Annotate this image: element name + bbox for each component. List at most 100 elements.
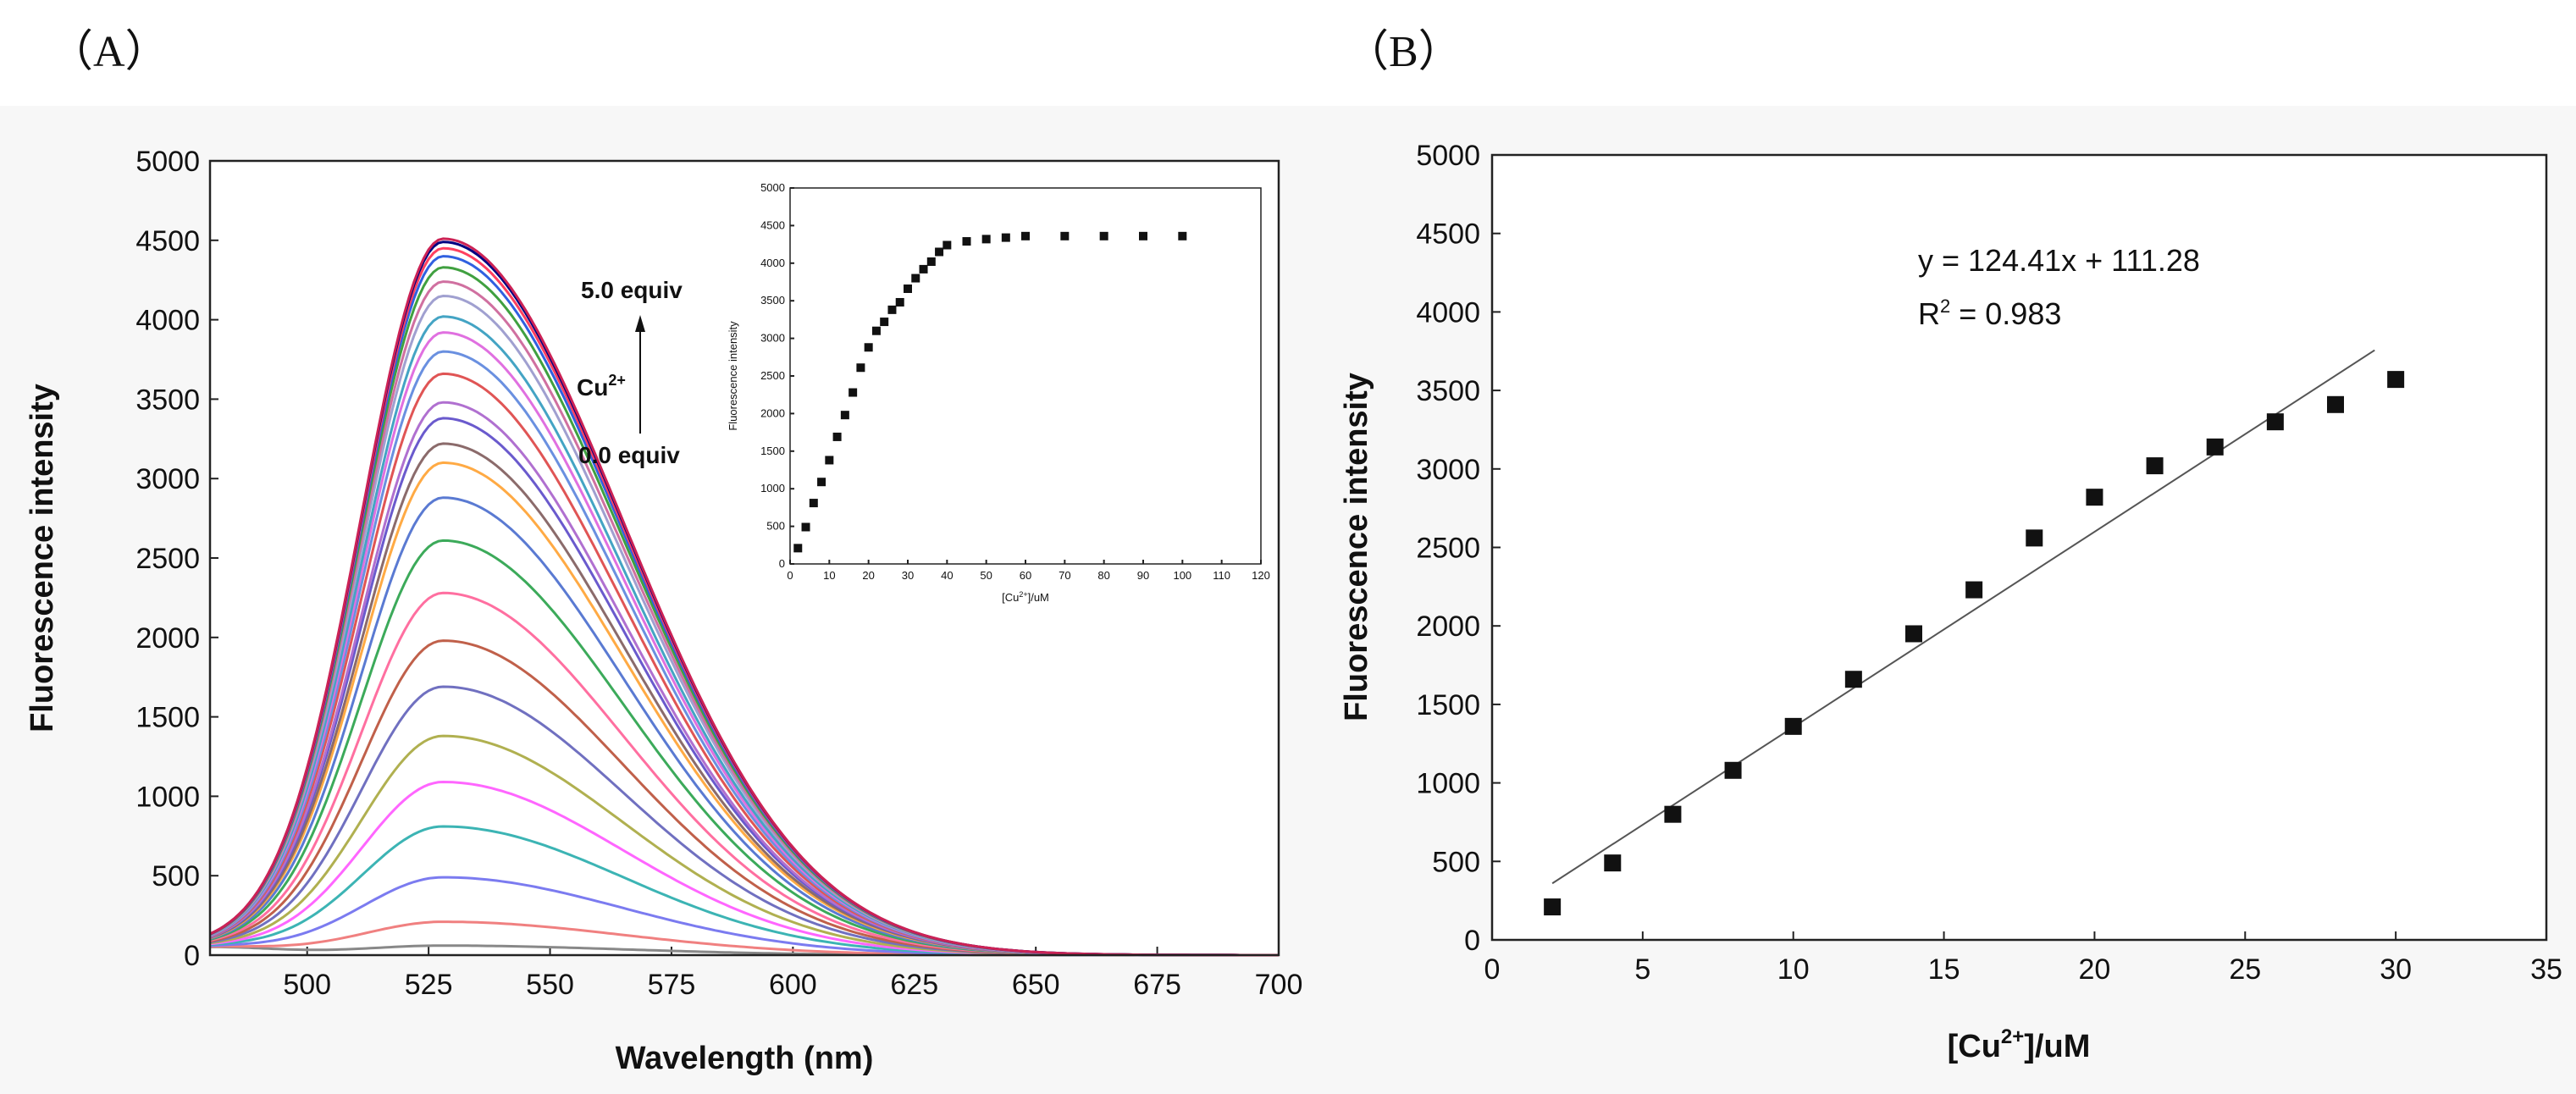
r2-sup: 2 [1940, 296, 1950, 317]
inset-point [849, 388, 858, 397]
chart-b-xtick-label: 35 [2530, 953, 2562, 986]
data-point [2327, 395, 2344, 413]
inset-ylabel: Fluorescence intensity [727, 321, 739, 431]
inset-ytick-label: 1000 [760, 482, 785, 495]
chart-a-xtick-label: 575 [648, 969, 696, 1001]
inset-background [722, 185, 1269, 608]
inset-xlabel-sup: 2+ [1019, 590, 1027, 599]
r2-post: = 0.983 [1950, 296, 2061, 331]
fit-equation: y = 124.41x + 111.28 [1918, 243, 2200, 278]
data-point [1844, 671, 1862, 688]
chart-a-xtick-label: 500 [283, 969, 331, 1001]
inset-ytick-label: 3500 [760, 294, 785, 307]
inset-xtick-label: 30 [902, 569, 914, 582]
inset-frame [789, 187, 1262, 565]
chart-b-ytick-label: 500 [1432, 846, 1480, 878]
chart-b-xtick-label: 0 [1484, 953, 1501, 986]
chart-a-xtick-label: 550 [526, 969, 574, 1001]
data-point [2206, 438, 2224, 456]
inset-point [825, 456, 834, 465]
chart-b-ytick-label: 1500 [1416, 689, 1480, 721]
chart-b-ytick-label: 3000 [1416, 454, 1480, 486]
inset-point [1099, 231, 1108, 240]
inset-ytick-label: 4000 [760, 257, 785, 269]
inset-point [1060, 231, 1070, 240]
inset-xtick-label: 0 [787, 569, 793, 582]
inset-ytick-label: 3000 [760, 332, 785, 345]
chart-a-xtick-label: 700 [1255, 969, 1303, 1001]
inset-xtick-label: 20 [862, 569, 874, 582]
inset-point [904, 284, 912, 293]
chart-a-frame [208, 159, 1280, 957]
inset-point [1001, 233, 1010, 242]
annotation-arrow-head [635, 315, 645, 332]
inset-ytick-label: 1500 [760, 445, 785, 457]
annotation-ion: Cu2+ [577, 372, 626, 401]
data-point [2266, 413, 2284, 431]
r2-pre: R [1918, 296, 1940, 331]
chart-a-ytick-label: 1000 [135, 781, 200, 813]
inset-ytick-label: 2000 [760, 406, 785, 419]
inset-point [1021, 231, 1030, 240]
data-point [1784, 717, 1802, 735]
chart-a-xtick-label: 525 [405, 969, 453, 1001]
inset-xtick-label: 120 [1252, 569, 1270, 582]
inset-ytick-label: 2500 [760, 369, 785, 382]
inset-xtick-label: 40 [941, 569, 953, 582]
chart-a-ytick-label: 3500 [135, 384, 200, 416]
chart-a-ytick-label: 2000 [135, 622, 200, 655]
annotation-ion-sup: 2+ [608, 372, 626, 389]
inset-point [809, 499, 818, 508]
chart-a-xtick-label: 675 [1133, 969, 1181, 1001]
data-point [1664, 805, 1682, 823]
inset-xtick-label: 80 [1097, 569, 1109, 582]
inset-point [935, 247, 944, 257]
annotation-bottom-equiv: 0.0 equiv [578, 442, 680, 468]
chart-b-ytick-label: 4000 [1416, 296, 1480, 329]
inset-point [895, 297, 904, 307]
inset-point [856, 363, 865, 373]
inset-xtick-label: 50 [980, 569, 992, 582]
inset-point [840, 411, 849, 420]
chart-b-xtick-label: 15 [1928, 953, 1960, 986]
inset-point [919, 264, 928, 274]
chart-b-xtick-label: 25 [2229, 953, 2261, 986]
inset-ytick-label: 5000 [760, 181, 785, 194]
inset-point [871, 326, 881, 335]
annotation-ion-base: Cu [577, 374, 608, 401]
inset-point [793, 544, 803, 553]
inset-xtick-label: 90 [1137, 569, 1149, 582]
chart-b-linear-fit: 0 5 10 15 20 25 30 35 0 500 1000 1500 2000 2500 3000 35… [1321, 106, 2576, 1094]
chart-a-xtick-label: 650 [1012, 969, 1060, 1001]
data-point [1905, 625, 1922, 643]
fit-line [1551, 349, 2375, 885]
chart-b-ylabel: Fluorescence intensity [1339, 373, 1374, 721]
inset-point [864, 343, 873, 352]
panel-label-b: （B） [1345, 28, 1462, 76]
chart-a-ytick-label: 4000 [135, 305, 200, 337]
data-point [2146, 457, 2164, 475]
chart-b-ytick-label: 1000 [1416, 768, 1480, 800]
data-point [1604, 854, 1622, 872]
chart-a-ytick-label: 500 [152, 860, 200, 892]
chart-a-ytick-label: 3000 [135, 463, 200, 495]
chart-b-xtick-label: 30 [2380, 953, 2412, 986]
chart-a-xtick-label: 625 [890, 969, 938, 1001]
chart-b-ytick-label: 3500 [1416, 375, 1480, 407]
chart-b-ytick-label: 0 [1464, 925, 1480, 957]
inset-xtick-label: 100 [1173, 569, 1191, 582]
inset-point [832, 432, 842, 441]
inset-point [1178, 231, 1187, 240]
chart-b-xlabel-sup: 2+ [2001, 1025, 2024, 1048]
chart-b-xlabel: [Cu2+]/uM [1948, 1025, 2091, 1064]
panel-label-a: （A） [49, 28, 169, 76]
inset-point [887, 305, 897, 314]
inset-xtick-label: 110 [1213, 569, 1230, 582]
data-point [1724, 761, 1742, 779]
inset-xlabel-post: ]/uM [1028, 591, 1049, 604]
chart-a-xlabel: Wavelength (nm) [616, 1041, 874, 1076]
inset-points [793, 231, 1187, 553]
inset-point [801, 522, 810, 532]
chart-b-xlabel-post: ]/uM [2024, 1029, 2090, 1064]
fit-r-squared: R2 = 0.983 [1918, 296, 2061, 331]
